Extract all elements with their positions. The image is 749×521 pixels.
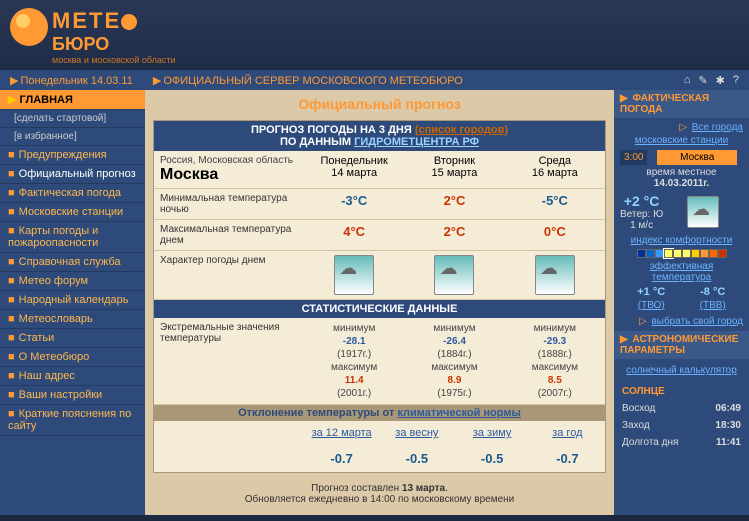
weather-icon [434, 255, 474, 295]
content: Официальный прогноз ПРОГНОЗ ПОГОДЫ НА 3 … [145, 90, 614, 515]
nav-main[interactable]: ▶ ГЛАВНАЯ [0, 90, 145, 110]
cities-list-link[interactable]: (список городов) [415, 124, 508, 136]
forecast-box: ПРОГНОЗ ПОГОДЫ НА 3 ДНЯ (список городов)… [153, 120, 606, 473]
nav-item[interactable]: [сделать стартовой] [0, 110, 145, 128]
weather-icon [334, 255, 374, 295]
nav-item[interactable]: ■О Метеобюро [0, 348, 145, 367]
current-temp: +2 °C [620, 193, 663, 209]
nav-item[interactable]: ■Краткие пояснения по сайту [0, 405, 145, 436]
source-link[interactable]: ГИДРОМЕТЦЕНТРА РФ [354, 136, 479, 148]
tools-icon[interactable]: ✎ [698, 74, 707, 87]
nav-item[interactable]: ■Карты погоды и пожароопасности [0, 222, 145, 253]
settings-icon[interactable]: ✱ [716, 74, 725, 87]
site-header: METE БЮРО москва и московской области [0, 0, 749, 70]
selected-city[interactable]: Москва [657, 150, 737, 165]
logo-icon [10, 8, 48, 46]
comfort-scale [620, 249, 743, 258]
nav-item[interactable]: ■Статьи [0, 329, 145, 348]
city-name: Москва [160, 166, 298, 184]
nav-item[interactable]: [в избранное] [0, 128, 145, 146]
page-title: Официальный прогноз [153, 96, 606, 112]
nav-item[interactable]: ■Предупреждения [0, 146, 145, 165]
rightbar: ▶ ФАКТИЧЕСКАЯ ПОГОДА ▷ Все города москов… [614, 90, 749, 515]
nav-item[interactable]: ■Народный календарь [0, 291, 145, 310]
logo-o-icon [121, 14, 137, 30]
stations-link[interactable]: московские станции [620, 135, 743, 146]
home-icon[interactable]: ⌂ [684, 74, 691, 87]
forecast-header: ПРОГНОЗ ПОГОДЫ НА 3 ДНЯ (список городов)… [154, 121, 605, 151]
nav-item[interactable]: ■Официальный прогноз [0, 165, 145, 184]
all-cities-link[interactable]: Все города [692, 122, 743, 133]
current-date: Понедельник 14.03.11 [20, 75, 132, 87]
current-weather-icon [687, 196, 719, 228]
comfort-link[interactable]: индекс комфортности [620, 235, 743, 246]
nav-item[interactable]: ■Наш адрес [0, 367, 145, 386]
nav-item[interactable]: ■Фактическая погода [0, 184, 145, 203]
nav-item[interactable]: ■Метео форум [0, 272, 145, 291]
topbar-icons: ⌂ ✎ ✱ ? [684, 74, 739, 87]
nav-item[interactable]: ■Московские станции [0, 203, 145, 222]
solar-calc-link[interactable]: солнечный калькулятор [620, 365, 743, 376]
help-icon[interactable]: ? [733, 74, 739, 87]
nav-item[interactable]: ■Метеословарь [0, 310, 145, 329]
logo[interactable]: METE БЮРО москва и московской области [10, 8, 176, 65]
eff-temp-link[interactable]: эффективная температура [620, 261, 743, 283]
topbar: ▶Понедельник 14.03.11 ▶ОФИЦИАЛЬНЫЙ СЕРВЕ… [0, 70, 749, 90]
nav-item[interactable]: ■Ваши настройки [0, 386, 145, 405]
server-title: ОФИЦИАЛЬНЫЙ СЕРВЕР МОСКОВСКОГО МЕТЕОБЮРО [163, 75, 463, 87]
weather-icon [535, 255, 575, 295]
nav-item[interactable]: ■Справочная служба [0, 253, 145, 272]
sidebar: ▶ ГЛАВНАЯ [сделать стартовой][в избранно… [0, 90, 145, 515]
choose-city-link[interactable]: выбрать свой город [651, 316, 743, 327]
sun-table: СОЛНЦЕ Восход06:49 Заход18:30 Долгота дн… [614, 382, 749, 452]
climate-norm-link[interactable]: климатической нормы [397, 407, 521, 419]
footer-note: Прогноз составлен 13 марта. Обновляется … [153, 479, 606, 509]
